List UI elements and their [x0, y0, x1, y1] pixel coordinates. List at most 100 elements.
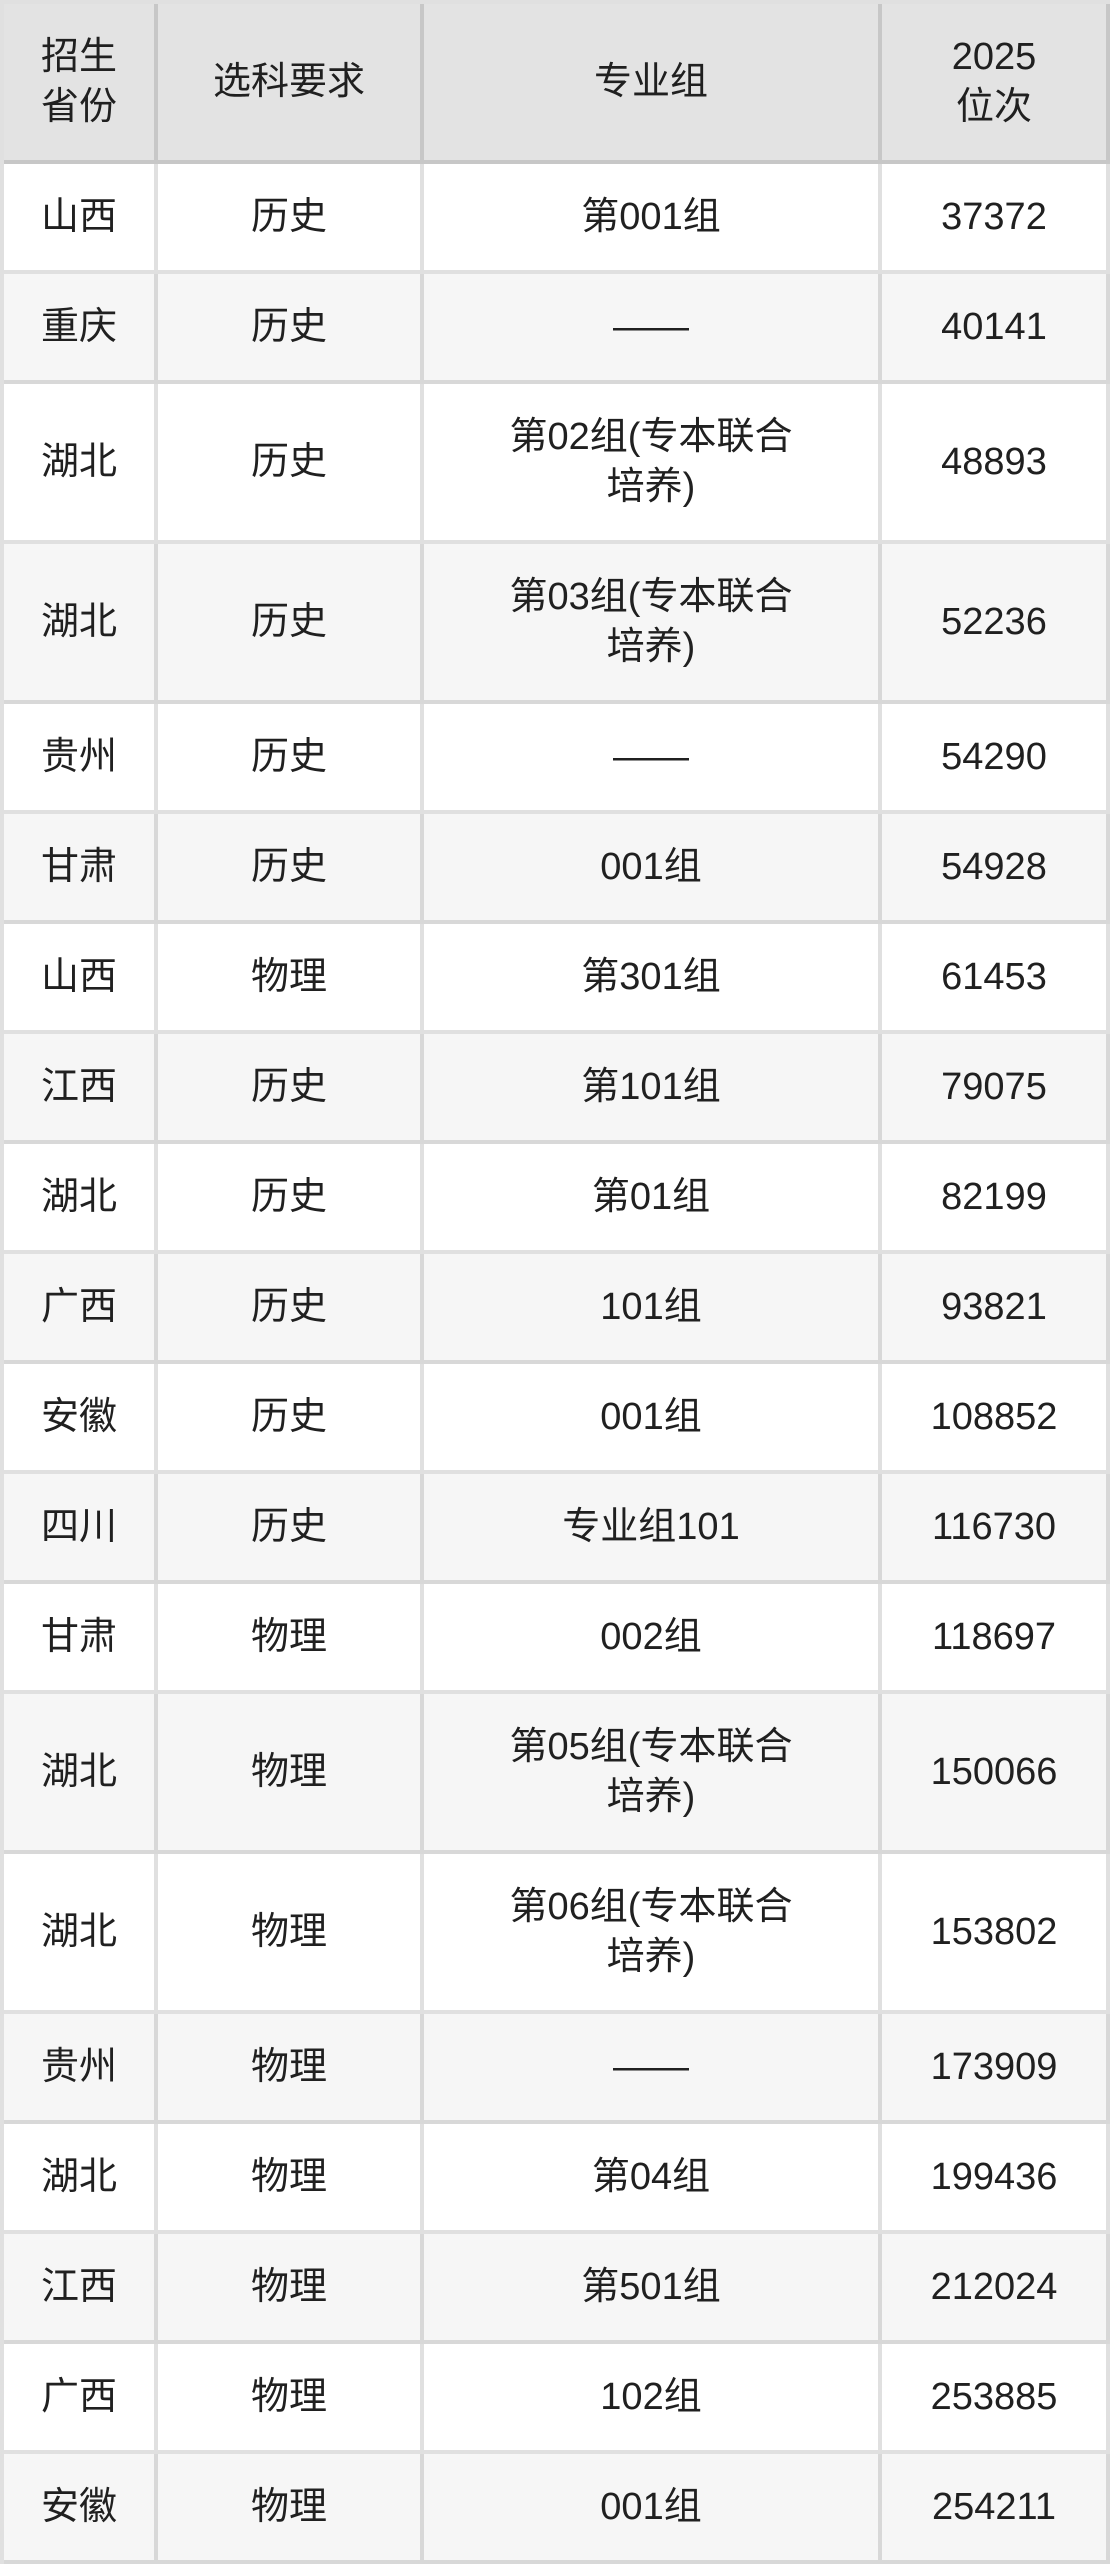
- cell-subject: 物理: [158, 924, 424, 1034]
- cell-subject: 历史: [158, 1364, 424, 1474]
- cell-province: 湖北: [4, 1694, 158, 1854]
- cell-province: 湖北: [4, 1144, 158, 1254]
- cell-group: 101组: [424, 1254, 882, 1364]
- cell-province: 湖北: [4, 2124, 158, 2234]
- table-row: 湖北 物理 第04组 199436: [4, 2124, 1110, 2234]
- table-row: 安徽 物理 001组 254211: [4, 2454, 1110, 2564]
- header-cell-rank: 2025 位次: [882, 4, 1110, 164]
- cell-group: 002组: [424, 1584, 882, 1694]
- cell-subject: 历史: [158, 704, 424, 814]
- cell-group: 第06组(专本联合 培养): [424, 1854, 882, 2014]
- cell-rank: 254211: [882, 2454, 1110, 2564]
- cell-province: 安徽: [4, 2454, 158, 2564]
- table-row: 湖北 历史 第01组 82199: [4, 1144, 1110, 1254]
- cell-subject: 历史: [158, 274, 424, 384]
- table-header-row: 招生 省份 选科要求 专业组 2025 位次: [4, 4, 1110, 164]
- cell-group: 第04组: [424, 2124, 882, 2234]
- cell-rank: 93821: [882, 1254, 1110, 1364]
- cell-group: 第301组: [424, 924, 882, 1034]
- cell-subject: 物理: [158, 1584, 424, 1694]
- cell-subject: 历史: [158, 1474, 424, 1584]
- table-row: 山西 历史 第001组 37372: [4, 164, 1110, 274]
- cell-province: 广西: [4, 2344, 158, 2454]
- cell-rank: 79075: [882, 1034, 1110, 1144]
- cell-province: 湖北: [4, 1854, 158, 2014]
- cell-subject: 历史: [158, 544, 424, 704]
- table-body: 山西 历史 第001组 37372 重庆 历史 —— 40141 湖北 历史 第…: [4, 164, 1110, 2564]
- table-row: 贵州 物理 —— 173909: [4, 2014, 1110, 2124]
- cell-group: 第03组(专本联合 培养): [424, 544, 882, 704]
- cell-province: 山西: [4, 164, 158, 274]
- cell-group: 第101组: [424, 1034, 882, 1144]
- cell-subject: 物理: [158, 1694, 424, 1854]
- cell-group: 001组: [424, 814, 882, 924]
- table-row: 江西 物理 第501组 212024: [4, 2234, 1110, 2344]
- table-row: 山西 物理 第301组 61453: [4, 924, 1110, 1034]
- cell-province: 广西: [4, 1254, 158, 1364]
- cell-subject: 物理: [158, 2014, 424, 2124]
- cell-rank: 48893: [882, 384, 1110, 544]
- table-row: 甘肃 物理 002组 118697: [4, 1584, 1110, 1694]
- cell-province: 江西: [4, 1034, 158, 1144]
- cell-rank: 153802: [882, 1854, 1110, 2014]
- cell-group: 001组: [424, 1364, 882, 1474]
- cell-rank: 253885: [882, 2344, 1110, 2454]
- cell-subject: 历史: [158, 164, 424, 274]
- cell-province: 重庆: [4, 274, 158, 384]
- table-row: 贵州 历史 —— 54290: [4, 704, 1110, 814]
- cell-group: 专业组101: [424, 1474, 882, 1584]
- header-cell-group: 专业组: [424, 4, 882, 164]
- cell-group: 102组: [424, 2344, 882, 2454]
- table-row: 湖北 物理 第05组(专本联合 培养) 150066: [4, 1694, 1110, 1854]
- cell-group: 第501组: [424, 2234, 882, 2344]
- cell-rank: 61453: [882, 924, 1110, 1034]
- cell-group: 第02组(专本联合 培养): [424, 384, 882, 544]
- cell-province: 安徽: [4, 1364, 158, 1474]
- cell-rank: 54290: [882, 704, 1110, 814]
- cell-province: 江西: [4, 2234, 158, 2344]
- cell-group: ——: [424, 2014, 882, 2124]
- cell-rank: 37372: [882, 164, 1110, 274]
- cell-group: 001组: [424, 2454, 882, 2564]
- cell-subject: 物理: [158, 1854, 424, 2014]
- cell-province: 湖北: [4, 384, 158, 544]
- cell-rank: 82199: [882, 1144, 1110, 1254]
- cell-rank: 150066: [882, 1694, 1110, 1854]
- cell-rank: 199436: [882, 2124, 1110, 2234]
- table-row: 四川 历史 专业组101 116730: [4, 1474, 1110, 1584]
- cell-subject: 历史: [158, 1254, 424, 1364]
- cell-subject: 物理: [158, 2344, 424, 2454]
- cell-subject: 历史: [158, 1144, 424, 1254]
- cell-rank: 116730: [882, 1474, 1110, 1584]
- header-cell-subject: 选科要求: [158, 4, 424, 164]
- cell-province: 贵州: [4, 2014, 158, 2124]
- cell-group: 第001组: [424, 164, 882, 274]
- table-row: 湖北 历史 第02组(专本联合 培养) 48893: [4, 384, 1110, 544]
- cell-subject: 历史: [158, 1034, 424, 1144]
- cell-subject: 历史: [158, 384, 424, 544]
- table-row: 湖北 历史 第03组(专本联合 培养) 52236: [4, 544, 1110, 704]
- cell-province: 甘肃: [4, 814, 158, 924]
- cell-rank: 212024: [882, 2234, 1110, 2344]
- table-row: 湖北 物理 第06组(专本联合 培养) 153802: [4, 1854, 1110, 2014]
- table-row: 江西 历史 第101组 79075: [4, 1034, 1110, 1144]
- cell-group: 第01组: [424, 1144, 882, 1254]
- cell-subject: 物理: [158, 2124, 424, 2234]
- cell-rank: 108852: [882, 1364, 1110, 1474]
- cell-province: 山西: [4, 924, 158, 1034]
- cell-group: ——: [424, 704, 882, 814]
- cell-province: 湖北: [4, 544, 158, 704]
- cell-rank: 173909: [882, 2014, 1110, 2124]
- cell-rank: 118697: [882, 1584, 1110, 1694]
- cell-rank: 52236: [882, 544, 1110, 704]
- header-cell-province: 招生 省份: [4, 4, 158, 164]
- cell-group: 第05组(专本联合 培养): [424, 1694, 882, 1854]
- table-row: 重庆 历史 —— 40141: [4, 274, 1110, 384]
- table-row: 广西 历史 101组 93821: [4, 1254, 1110, 1364]
- cell-province: 贵州: [4, 704, 158, 814]
- table-row: 安徽 历史 001组 108852: [4, 1364, 1110, 1474]
- cell-subject: 历史: [158, 814, 424, 924]
- cell-subject: 物理: [158, 2454, 424, 2564]
- cell-province: 四川: [4, 1474, 158, 1584]
